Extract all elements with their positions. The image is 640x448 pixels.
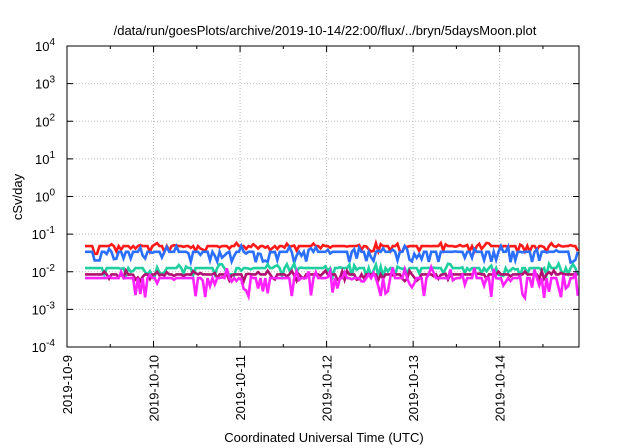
x-tick-label: 2019-10-11	[233, 355, 248, 421]
y-tick-label: 101	[35, 150, 55, 167]
series-line-5	[85, 263, 580, 302]
x-tick-label: 2019-10-12	[320, 355, 335, 422]
x-tick-label: 2019-10-9	[60, 355, 75, 414]
y-tick-label: 10-3	[32, 300, 56, 317]
x-axis: 2019-10-9 2019-10-10 2019-10-11 2019-10-12 2…	[60, 46, 544, 422]
y-tick-label: 10-1	[32, 225, 56, 242]
y-tick-label: 103	[35, 75, 55, 92]
y-tick-label: 100	[35, 188, 55, 205]
chart-title: /data/run/goesPlots/archive/2019-10-14/2…	[114, 23, 537, 38]
x-axis-label: Coordinated Universal Time (UTC)	[224, 430, 423, 445]
series-line-2	[85, 242, 580, 268]
x-tick-label: 2019-10-10	[147, 355, 162, 422]
grid	[67, 46, 579, 347]
y-tick-label: 102	[35, 112, 55, 129]
x-tick-label: 2019-10-13	[406, 355, 421, 422]
y-axis-label: cSv/day	[10, 173, 25, 220]
y-tick-label: 10-4	[32, 338, 56, 355]
y-tick-label: 104	[35, 37, 55, 54]
series-group	[85, 238, 580, 302]
y-tick-label: 10-2	[32, 263, 56, 280]
x-tick-label: 2019-10-14	[493, 355, 508, 422]
